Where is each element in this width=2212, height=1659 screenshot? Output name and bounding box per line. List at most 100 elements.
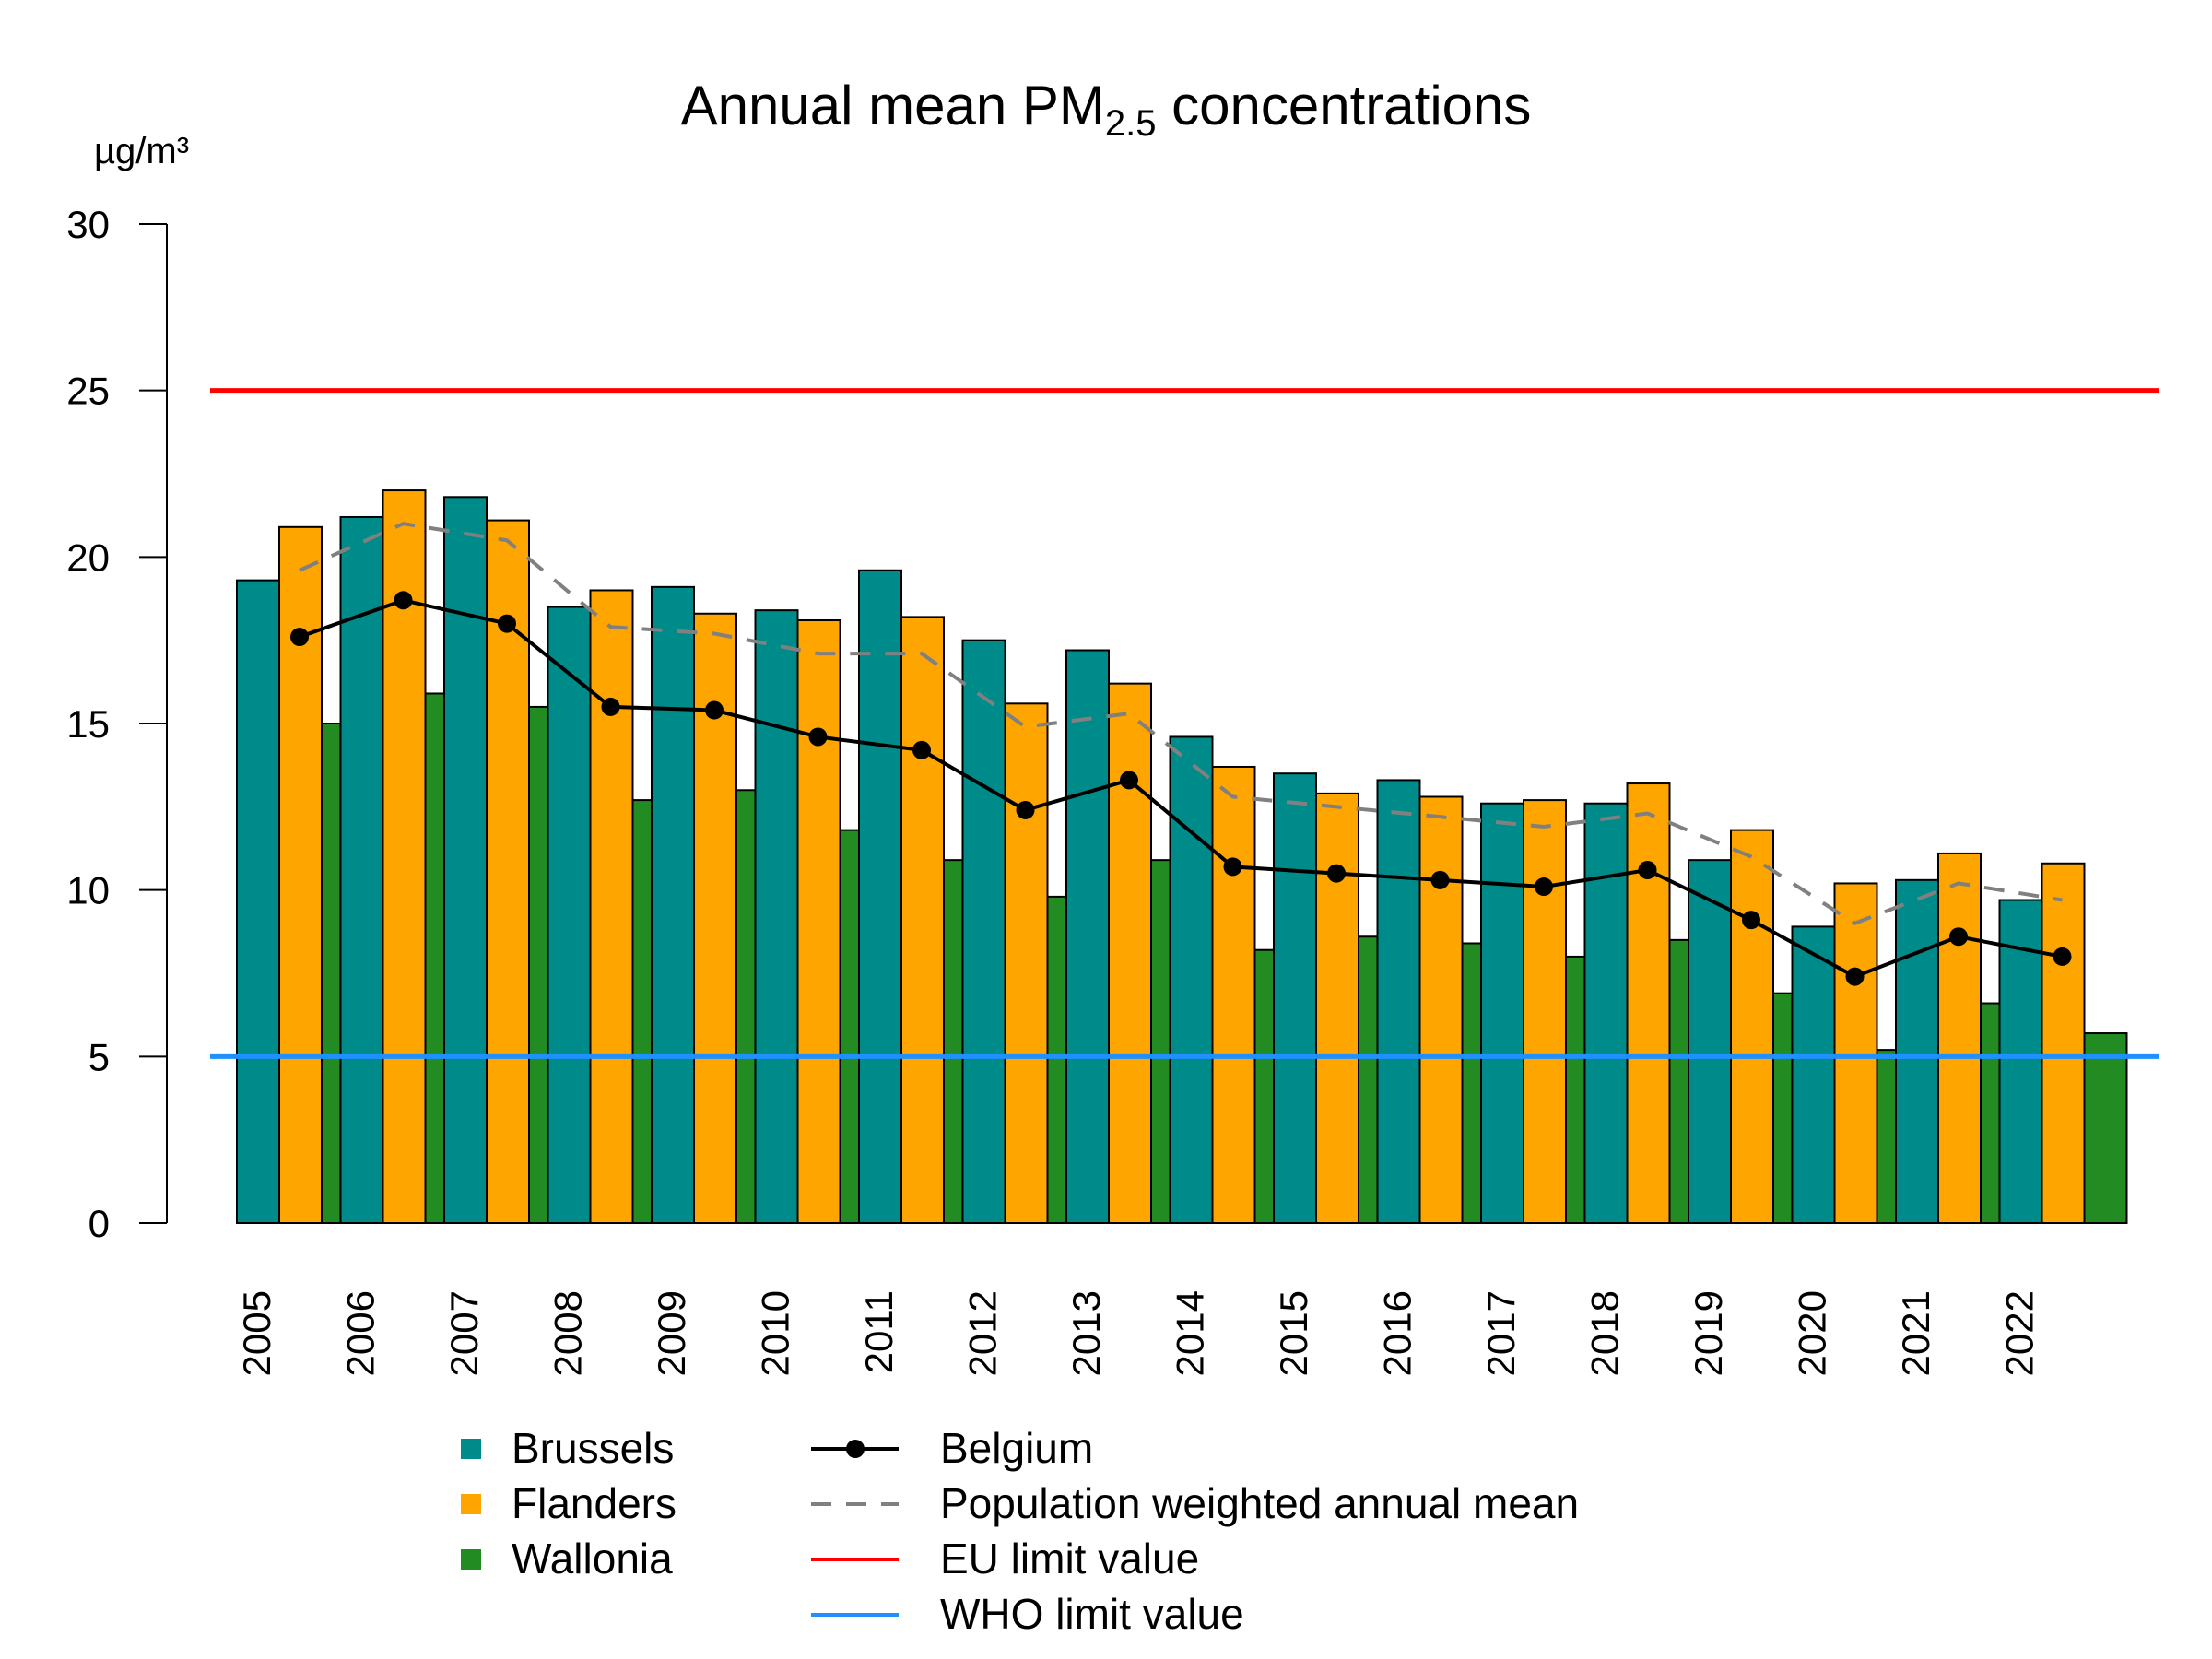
chart-title-subscript: 2.5 <box>1104 103 1157 144</box>
bar-flanders <box>382 489 427 1224</box>
line-population-weighted <box>299 522 2063 926</box>
x-tick-label: 2021 <box>1894 1290 1937 1376</box>
chart-title-rest: concentrations <box>1156 75 1532 136</box>
legend-label-line: Population weighted annual mean <box>940 1479 1580 1527</box>
bar-brussels <box>1376 779 1421 1225</box>
legend-key-belgium-point <box>846 1440 865 1458</box>
legend-label-line: Belgium <box>940 1424 1094 1472</box>
point-belgium <box>290 628 309 647</box>
bar-brussels <box>1791 925 1836 1224</box>
y-tick-label: 15 <box>66 702 110 746</box>
legend-label-wallonia: Wallonia <box>512 1535 673 1583</box>
point-belgium <box>1949 927 1968 947</box>
x-tick-label: 2019 <box>1687 1290 1730 1376</box>
legend-label-line: WHO limit value <box>940 1590 1244 1638</box>
x-tick-label: 2017 <box>1479 1290 1523 1376</box>
bar-brussels <box>754 609 799 1224</box>
point-belgium <box>1430 870 1450 889</box>
bar-brussels <box>547 606 592 1224</box>
point-belgium <box>394 591 413 610</box>
bar-brussels <box>1480 802 1524 1224</box>
x-tick-label: 2013 <box>1065 1290 1108 1376</box>
point-belgium <box>2053 947 2072 966</box>
bar-brussels <box>1688 859 1732 1224</box>
bar-brussels <box>1895 878 1939 1224</box>
bar-brussels <box>443 496 488 1224</box>
bar-flanders <box>589 589 634 1224</box>
point-belgium <box>705 700 724 720</box>
point-belgium <box>912 740 931 759</box>
bar-brussels <box>1065 649 1110 1224</box>
x-tick-label: 2015 <box>1272 1290 1315 1376</box>
bar-brussels <box>236 579 280 1224</box>
bar-brussels <box>1273 772 1317 1224</box>
x-tick-label: 2012 <box>961 1290 1005 1376</box>
bar-flanders <box>1418 795 1464 1224</box>
bar-flanders <box>1730 829 1774 1224</box>
bar-flanders <box>1937 852 1982 1224</box>
point-belgium <box>1845 967 1865 986</box>
bar-brussels <box>858 569 902 1224</box>
x-tick-label: 2020 <box>1791 1290 1834 1376</box>
legend-keys <box>461 1439 899 1617</box>
legend-key-wallonia <box>461 1549 481 1570</box>
x-tick-label: 2010 <box>754 1290 797 1376</box>
legend-key-brussels <box>461 1439 481 1459</box>
bar-flanders <box>1315 792 1359 1224</box>
reference-lines <box>210 388 2159 1059</box>
y-tick-label: 0 <box>88 1202 110 1245</box>
point-belgium <box>1223 857 1242 877</box>
bar-brussels <box>1998 899 2043 1224</box>
bar-flanders <box>1523 799 1567 1225</box>
x-tick-label: 2008 <box>547 1290 590 1376</box>
bar-flanders <box>1626 782 1671 1224</box>
x-tick-label: 2022 <box>1998 1290 2041 1376</box>
bar-flanders <box>1833 882 1878 1224</box>
chart-title-main: Annual mean PM <box>680 75 1105 136</box>
point-belgium <box>498 614 516 633</box>
x-tick-label: 2006 <box>339 1290 382 1376</box>
y-tick-label: 20 <box>66 535 110 579</box>
x-tick-label: 2011 <box>857 1290 900 1373</box>
point-belgium <box>1638 860 1657 879</box>
bar-brussels <box>1583 802 1629 1224</box>
point-belgium <box>1120 771 1138 790</box>
bar-flanders <box>1211 765 1256 1224</box>
bar-brussels <box>1169 735 1214 1224</box>
x-tick-label: 2018 <box>1583 1290 1627 1376</box>
line-belgium <box>299 598 2063 979</box>
legend-key-flanders <box>461 1494 481 1514</box>
bar-brussels <box>339 515 384 1224</box>
bars <box>236 489 2128 1225</box>
bar-flanders <box>1004 702 1049 1224</box>
bar-flanders <box>2041 862 2086 1224</box>
bar-flanders <box>900 616 945 1224</box>
x-tick-label: 2014 <box>1169 1290 1212 1376</box>
point-belgium <box>1327 864 1346 883</box>
series-lines <box>290 522 2072 986</box>
bar-brussels <box>961 639 1006 1224</box>
point-belgium <box>808 727 828 747</box>
x-tick-label: 2016 <box>1376 1290 1419 1376</box>
x-axis: 2005 2006 2007 2008 2009 2010 2011 2012 2013 2014… <box>235 1290 2041 1376</box>
point-belgium <box>601 697 620 716</box>
x-tick-label: 2005 <box>235 1290 278 1376</box>
bar-brussels <box>651 585 695 1224</box>
y-tick-label: 10 <box>66 869 110 912</box>
bar-flanders <box>1108 682 1152 1224</box>
legend-label-flanders: Flanders <box>512 1479 677 1527</box>
bar-wallonia <box>2083 1032 2128 1225</box>
x-tick-label: 2009 <box>650 1290 693 1376</box>
y-axis: 0 5 10 15 20 25 30 <box>66 203 168 1245</box>
chart-title: Annual mean PM2.5 concentrations <box>0 74 2212 145</box>
y-tick-label: 25 <box>66 370 110 413</box>
point-belgium <box>1535 877 1553 897</box>
bar-flanders <box>796 618 841 1224</box>
legend-label-line: EU limit value <box>940 1535 1200 1583</box>
x-tick-label: 2007 <box>442 1290 486 1376</box>
point-belgium <box>1016 800 1035 819</box>
point-belgium <box>1742 911 1760 930</box>
y-axis-unit-label: µg/m³ <box>94 131 190 171</box>
legend-label-brussels: Brussels <box>512 1424 675 1472</box>
